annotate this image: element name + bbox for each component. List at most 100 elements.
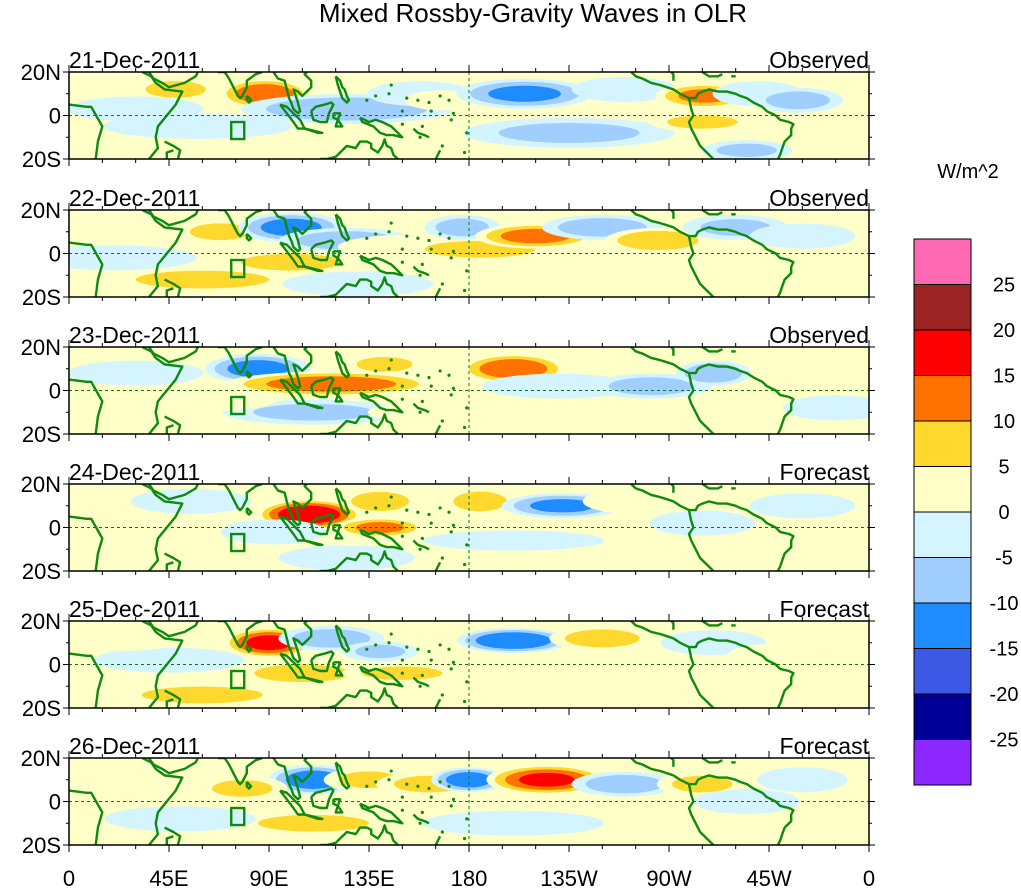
coastline xyxy=(687,235,715,297)
island xyxy=(389,358,393,362)
olr-contour xyxy=(435,218,490,237)
island xyxy=(427,786,431,791)
lat-label: 20N xyxy=(21,472,61,497)
island xyxy=(427,100,431,105)
coastline xyxy=(148,72,199,89)
island xyxy=(447,98,451,102)
island xyxy=(405,371,409,375)
island xyxy=(462,150,467,155)
coastline xyxy=(320,138,399,159)
coastline xyxy=(217,758,263,786)
coastline xyxy=(310,513,335,536)
coastline xyxy=(217,210,263,238)
island xyxy=(462,288,467,293)
lat-label: 0 xyxy=(49,653,61,678)
coastline xyxy=(141,758,184,845)
coastline xyxy=(148,347,199,364)
coastline xyxy=(359,391,404,414)
coastline xyxy=(164,415,182,434)
island xyxy=(447,647,451,651)
island xyxy=(387,367,391,371)
island xyxy=(451,660,456,664)
figure-title: Mixed Rossby-Gravity Waves in OLR xyxy=(319,0,747,28)
olr-contour xyxy=(354,644,406,659)
olr-anomaly xyxy=(782,395,869,421)
coastline xyxy=(660,72,675,81)
island xyxy=(465,269,469,273)
coastline xyxy=(164,826,182,845)
coastline xyxy=(217,347,263,375)
panel-field xyxy=(69,210,869,297)
coastline xyxy=(359,665,404,688)
coastline xyxy=(320,276,399,297)
coastline xyxy=(359,528,404,551)
olr-contour xyxy=(258,814,369,832)
island xyxy=(462,425,467,430)
olr-contour xyxy=(617,230,699,251)
coastline xyxy=(701,72,723,78)
olr-contour xyxy=(475,632,552,649)
coastline xyxy=(141,347,184,434)
island xyxy=(462,836,467,841)
panel-field xyxy=(69,758,869,845)
coastline xyxy=(359,802,404,825)
island xyxy=(418,135,422,139)
coastline xyxy=(165,698,174,708)
reference-box xyxy=(230,669,246,690)
lat-label: 20N xyxy=(21,60,61,85)
island xyxy=(420,810,424,814)
island xyxy=(416,98,420,102)
olr-anomaly xyxy=(367,402,504,423)
coastline xyxy=(69,652,104,708)
island xyxy=(451,797,456,801)
coastline xyxy=(310,101,335,124)
coastline xyxy=(272,72,313,115)
island xyxy=(447,510,451,514)
island xyxy=(438,506,442,510)
coastline xyxy=(217,484,263,512)
panel-field xyxy=(69,621,869,708)
island xyxy=(389,769,393,773)
coastline xyxy=(412,127,430,139)
coastline xyxy=(412,813,430,825)
coastline xyxy=(332,250,344,266)
island xyxy=(420,673,424,677)
reference-box xyxy=(230,258,246,279)
island xyxy=(429,384,433,388)
olr-contour xyxy=(585,774,664,794)
panel-status: Forecast xyxy=(780,459,870,485)
island xyxy=(400,109,404,113)
lat-label: 20S xyxy=(22,559,61,584)
island xyxy=(374,232,378,236)
coastline xyxy=(165,561,174,571)
coastline xyxy=(630,484,795,571)
island xyxy=(440,693,444,697)
coastline xyxy=(165,149,174,159)
olr-anomaly xyxy=(82,510,189,531)
coastline xyxy=(69,241,104,297)
island xyxy=(449,118,453,122)
coastline xyxy=(412,402,430,414)
coastline xyxy=(164,278,182,297)
colorbar-swatch xyxy=(913,329,972,376)
coastline xyxy=(687,646,715,708)
reference-box xyxy=(230,395,246,416)
island xyxy=(374,94,378,98)
coastline xyxy=(630,347,795,434)
olr-anomaly xyxy=(482,373,634,399)
island xyxy=(429,521,433,525)
island xyxy=(438,780,442,784)
lat-label: 20S xyxy=(22,422,61,447)
panel-date: 25-Dec-2011 xyxy=(69,596,200,622)
coastline xyxy=(245,95,253,104)
coastline xyxy=(245,507,253,516)
coastline xyxy=(69,789,104,845)
lat-label: 20S xyxy=(22,696,61,721)
island xyxy=(387,778,391,782)
colorbar-units: W/m^2 xyxy=(937,161,999,183)
coastline xyxy=(272,484,313,527)
island xyxy=(387,641,391,645)
coastline xyxy=(434,698,442,708)
coastline xyxy=(245,370,253,379)
